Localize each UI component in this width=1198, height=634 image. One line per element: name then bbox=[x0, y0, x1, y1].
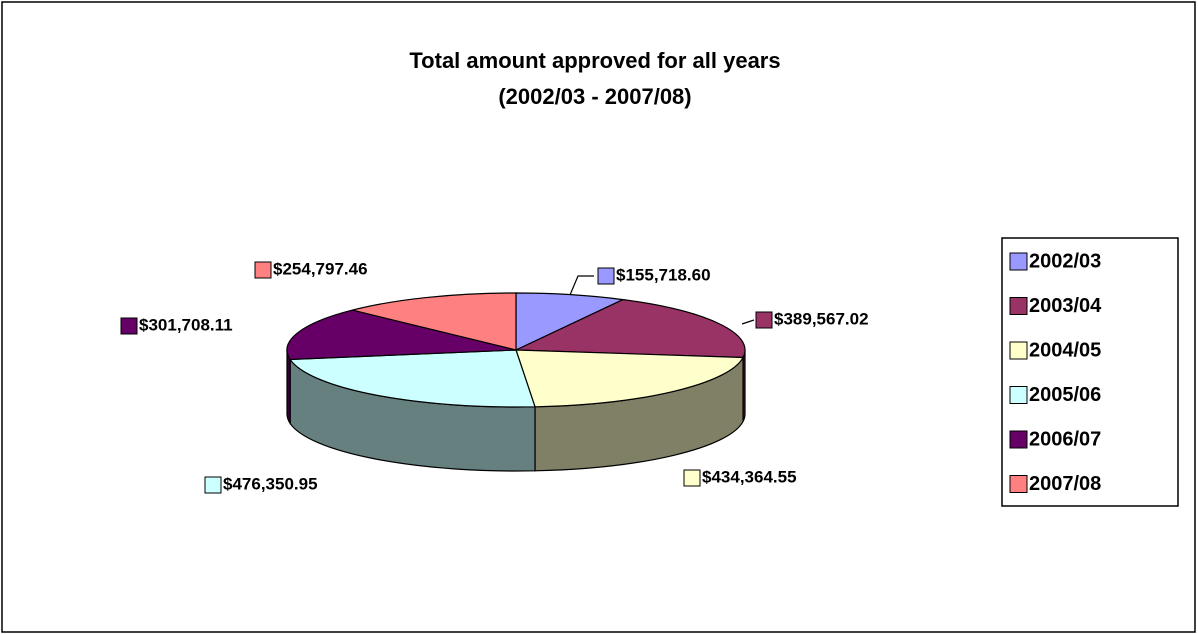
legend-swatch bbox=[1009, 386, 1028, 404]
pie-slice bbox=[289, 349, 536, 408]
legend-label: 2003/04 bbox=[1029, 295, 1102, 317]
legend-swatch bbox=[1009, 430, 1028, 449]
label-swatch bbox=[755, 311, 773, 329]
label-swatch bbox=[597, 267, 615, 285]
pie-slice bbox=[515, 349, 745, 408]
label-swatch bbox=[204, 476, 222, 494]
label-swatch bbox=[120, 317, 138, 335]
pie-slice bbox=[515, 292, 626, 351]
data-label: $434,364.55 bbox=[702, 467, 797, 486]
pie-slice-side bbox=[286, 349, 291, 426]
legend-swatch bbox=[1009, 475, 1028, 493]
legend-label: 2002/03 bbox=[1029, 250, 1101, 272]
data-label: $254,797.46 bbox=[273, 259, 368, 278]
data-label: $301,708.11 bbox=[139, 315, 233, 334]
legend-label: 2004/05 bbox=[1029, 339, 1101, 361]
pie-slice bbox=[286, 309, 517, 361]
leader-line bbox=[569, 275, 594, 296]
data-label: $476,350.95 bbox=[223, 474, 318, 493]
pie-slice bbox=[352, 292, 517, 351]
legend-label: 2005/06 bbox=[1029, 384, 1101, 406]
label-swatch bbox=[683, 469, 701, 487]
legend-label: 2006/07 bbox=[1029, 428, 1101, 450]
leader-line bbox=[741, 319, 755, 325]
pie-slice bbox=[515, 298, 746, 359]
chart-subtitle: (2002/03 - 2007/08) bbox=[498, 84, 691, 109]
legend-box bbox=[1001, 237, 1179, 507]
legend-swatch bbox=[1009, 252, 1028, 271]
legend-swatch bbox=[1009, 341, 1028, 360]
data-label: $155,718.60 bbox=[616, 265, 711, 284]
chart-title: Total amount approved for all years bbox=[409, 48, 780, 73]
data-label: $389,567.02 bbox=[774, 309, 869, 328]
label-swatch bbox=[254, 261, 272, 279]
legend-swatch bbox=[1009, 297, 1028, 315]
legend-label: 2007/08 bbox=[1029, 473, 1101, 495]
